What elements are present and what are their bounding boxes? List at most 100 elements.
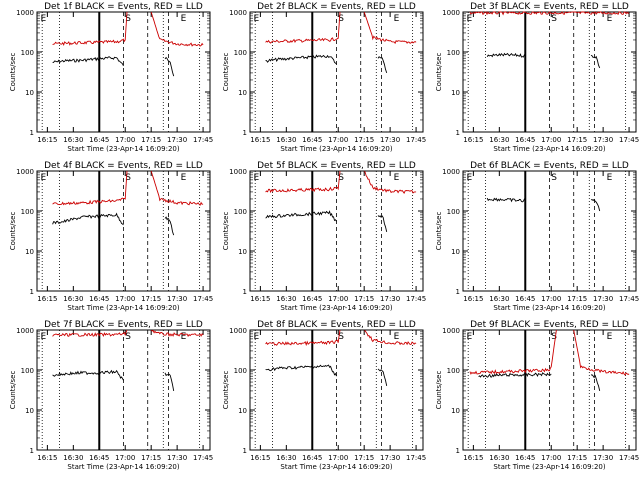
chart-title: Det 1f BLACK = Events, RED = LLD bbox=[44, 2, 203, 12]
events-series-line bbox=[164, 216, 175, 236]
x-tick-label: 16:45 bbox=[515, 454, 535, 462]
x-tick-label: 16:30 bbox=[489, 454, 509, 462]
y-tick-label: 10 bbox=[25, 248, 34, 256]
x-tick-label: 17:45 bbox=[406, 136, 426, 144]
events-series-line bbox=[52, 212, 124, 226]
chart-panel-2: Det 2f BLACK = Events, RED = LLD 1 10 100 10… bbox=[222, 2, 426, 153]
x-tick-label: 17:30 bbox=[167, 454, 187, 462]
x-tick-label: 17:45 bbox=[193, 136, 213, 144]
y-tick-label: 100 bbox=[21, 367, 34, 375]
chart-panel-3: Det 3f BLACK = Events, RED = LLD 1 10 100 10… bbox=[435, 2, 639, 153]
x-tick-label: 17:30 bbox=[380, 136, 400, 144]
y-tick-label: 1 bbox=[456, 288, 460, 296]
y-tick-label: 100 bbox=[447, 49, 460, 57]
x-tick-label: 17:00 bbox=[541, 136, 561, 144]
events-series-line bbox=[377, 215, 388, 233]
events-series-line bbox=[478, 372, 552, 378]
events-series-line bbox=[486, 52, 526, 58]
x-tick-label: 16:15 bbox=[463, 136, 483, 144]
events-series-line bbox=[164, 372, 175, 391]
x-tick-label: 17:00 bbox=[115, 454, 135, 462]
y-axis-label: Counts/sec bbox=[435, 212, 443, 251]
lld-series-line bbox=[573, 329, 630, 376]
event-marker-label: E bbox=[181, 14, 187, 24]
x-tick-label: 16:15 bbox=[250, 454, 270, 462]
y-tick-label: 1000 bbox=[442, 168, 460, 176]
y-tick-label: 10 bbox=[238, 407, 247, 415]
x-axis-label: Start Time (23-Apr-14 16:09:20) bbox=[493, 304, 605, 312]
y-axis-label: Counts/sec bbox=[435, 371, 443, 410]
chart-title: Det 3f BLACK = Events, RED = LLD bbox=[470, 2, 629, 12]
x-tick-label: 17:00 bbox=[328, 295, 348, 303]
event-marker-label: S bbox=[125, 173, 131, 183]
chart-title: Det 4f BLACK = Events, RED = LLD bbox=[44, 161, 203, 171]
event-marker-label: S bbox=[338, 14, 344, 24]
x-tick-label: 17:15 bbox=[141, 454, 161, 462]
lld-series-line bbox=[52, 170, 128, 206]
y-tick-label: 100 bbox=[447, 367, 460, 375]
y-tick-label: 1000 bbox=[229, 327, 247, 335]
y-tick-label: 10 bbox=[238, 89, 247, 97]
chart-title: Det 5f BLACK = Events, RED = LLD bbox=[257, 161, 416, 171]
event-marker-label: S bbox=[551, 14, 557, 24]
x-axis-label: Start Time (23-Apr-14 16:09:20) bbox=[67, 463, 179, 471]
x-tick-label: 17:15 bbox=[354, 454, 374, 462]
x-tick-label: 17:00 bbox=[328, 136, 348, 144]
event-marker-label: E bbox=[394, 173, 400, 183]
x-tick-label: 16:30 bbox=[489, 295, 509, 303]
y-axis-label: Counts/sec bbox=[222, 53, 230, 92]
y-tick-label: 1 bbox=[243, 129, 247, 137]
y-tick-label: 1 bbox=[243, 288, 247, 296]
x-axis-label: Start Time (23-Apr-14 16:09:20) bbox=[67, 145, 179, 153]
lld-series-line bbox=[469, 329, 557, 375]
x-tick-label: 16:45 bbox=[89, 454, 109, 462]
lld-series-line bbox=[363, 171, 417, 194]
y-axis-label: Counts/sec bbox=[222, 371, 230, 410]
x-tick-label: 16:45 bbox=[302, 295, 322, 303]
y-tick-label: 10 bbox=[238, 248, 247, 256]
event-marker-label: E bbox=[40, 14, 46, 24]
y-tick-label: 100 bbox=[234, 208, 247, 216]
chart-title: Det 6f BLACK = Events, RED = LLD bbox=[470, 161, 629, 171]
lld-series-line bbox=[150, 170, 204, 206]
x-tick-label: 17:45 bbox=[193, 295, 213, 303]
y-tick-label: 100 bbox=[21, 208, 34, 216]
events-series-line bbox=[265, 210, 337, 222]
events-series-line bbox=[265, 364, 337, 377]
event-marker-label: E bbox=[466, 14, 472, 24]
x-tick-label: 16:15 bbox=[463, 295, 483, 303]
x-tick-label: 17:15 bbox=[567, 454, 587, 462]
y-tick-label: 1000 bbox=[16, 327, 34, 335]
y-tick-label: 1000 bbox=[442, 9, 460, 17]
events-series-line bbox=[52, 369, 124, 381]
x-tick-label: 16:30 bbox=[63, 136, 83, 144]
event-marker-label: E bbox=[607, 332, 613, 342]
chart-panel-7: Det 7f BLACK = Events, RED = LLD 1 10 100 10… bbox=[9, 320, 213, 471]
event-marker-label: E bbox=[40, 173, 46, 183]
x-tick-label: 16:45 bbox=[515, 295, 535, 303]
x-axis-label: Start Time (23-Apr-14 16:09:20) bbox=[493, 145, 605, 153]
event-marker-label: E bbox=[253, 332, 259, 342]
y-tick-label: 1000 bbox=[16, 9, 34, 17]
event-marker-label: S bbox=[551, 173, 557, 183]
x-tick-label: 16:30 bbox=[489, 136, 509, 144]
x-tick-label: 16:30 bbox=[63, 295, 83, 303]
x-tick-label: 16:15 bbox=[463, 454, 483, 462]
lld-series-line bbox=[150, 329, 204, 337]
x-tick-label: 16:45 bbox=[515, 136, 535, 144]
y-axis-label: Counts/sec bbox=[9, 371, 17, 410]
events-series-line bbox=[590, 374, 601, 392]
x-tick-label: 17:30 bbox=[593, 454, 613, 462]
event-marker-label: S bbox=[125, 14, 131, 24]
lld-series-line bbox=[364, 330, 417, 346]
event-marker-label: E bbox=[253, 14, 259, 24]
x-tick-label: 16:45 bbox=[302, 136, 322, 144]
x-tick-label: 17:45 bbox=[619, 295, 639, 303]
x-tick-label: 17:15 bbox=[354, 136, 374, 144]
y-tick-label: 1 bbox=[30, 447, 34, 455]
x-tick-label: 16:15 bbox=[37, 454, 57, 462]
x-tick-label: 16:15 bbox=[250, 295, 270, 303]
event-marker-label: E bbox=[181, 332, 187, 342]
x-tick-label: 17:15 bbox=[567, 295, 587, 303]
